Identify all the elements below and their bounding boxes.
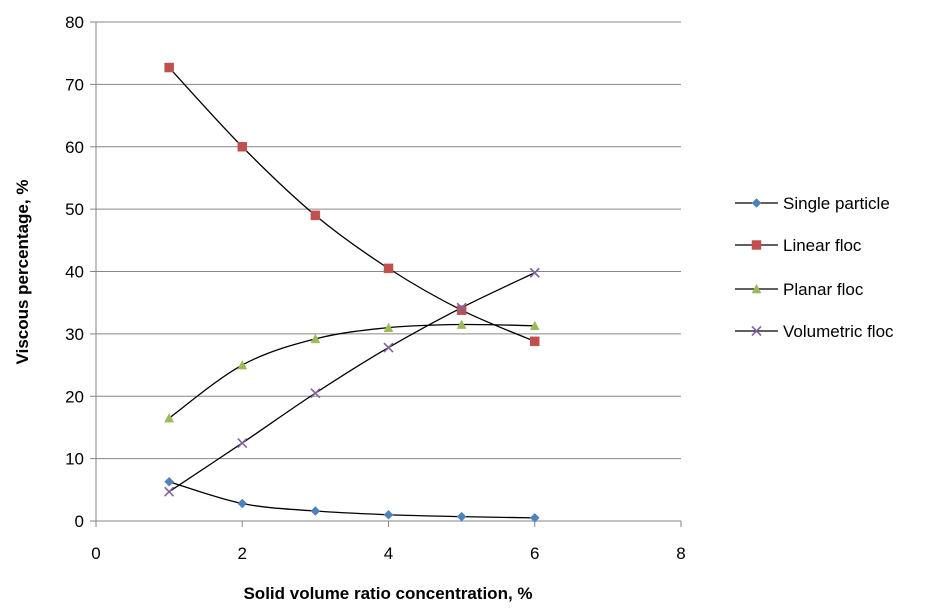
y-tick-label: 80 [65,13,84,32]
series-line-3 [168,272,536,493]
x-tick-label: 4 [384,544,393,563]
legend-label: Volumetric floc [783,322,894,341]
data-point-series-3 [310,388,321,399]
data-point-series-0 [529,513,540,523]
data-point-series-3 [383,342,394,353]
series-lines [168,67,536,519]
data-point-series-2 [529,320,540,331]
series-line-2 [168,323,535,419]
data-point-series-2 [456,319,467,329]
y-tick-label: 40 [65,263,84,282]
legend-marker [751,198,762,208]
data-point-series-2 [310,333,321,344]
data-point-series-1 [310,210,321,221]
data-point-series-0 [383,509,394,520]
y-tick-label: 0 [75,512,84,531]
series-line-0 [168,481,535,519]
legend-marker [751,283,762,294]
data-point-series-0 [164,476,174,487]
y-tick-label: 10 [65,450,84,469]
axes [95,22,681,522]
data-point-series-2 [383,322,394,332]
x-axis-title: Solid volume ratio concentration, % [243,584,532,603]
data-point-series-3 [237,437,248,449]
gridlines [90,21,682,527]
series-markers [164,62,540,523]
y-tick-label: 20 [65,387,84,406]
data-point-series-1 [383,263,394,274]
legend-marker [751,325,762,337]
data-point-series-0 [237,498,248,509]
data-point-series-1 [237,142,247,152]
legend-label: Planar floc [783,280,864,299]
legend-label: Linear floc [783,236,862,255]
data-point-series-0 [310,506,321,516]
data-point-series-1 [164,62,174,73]
y-tick-label: 70 [65,75,84,94]
data-point-series-3 [529,267,540,278]
legend: Single particle Linear floc Planar floc Vol… [735,194,894,341]
data-point-series-3 [164,486,175,497]
data-point-series-1 [456,305,467,315]
y-tick-label: 30 [65,325,84,344]
series-line-1 [168,67,536,342]
y-tick-labels: 0 10 20 30 40 50 60 70 80 [65,13,84,531]
x-tick-labels: 0 2 4 6 8 [91,544,685,563]
x-tick-label: 6 [530,544,539,563]
x-tick-label: 2 [238,544,247,563]
data-point-series-3 [456,302,467,313]
data-point-series-2 [164,413,175,423]
y-tick-label: 60 [65,138,84,157]
data-point-series-1 [530,336,540,347]
x-tick-label: 0 [91,544,100,563]
y-tick-label: 50 [65,200,84,219]
data-point-series-2 [237,360,248,370]
x-tick-label: 8 [676,544,685,563]
legend-marker [751,240,762,250]
data-point-series-0 [456,511,467,522]
y-axis-title: Viscous percentage, % [13,180,32,365]
legend-label: Single particle [783,194,890,213]
